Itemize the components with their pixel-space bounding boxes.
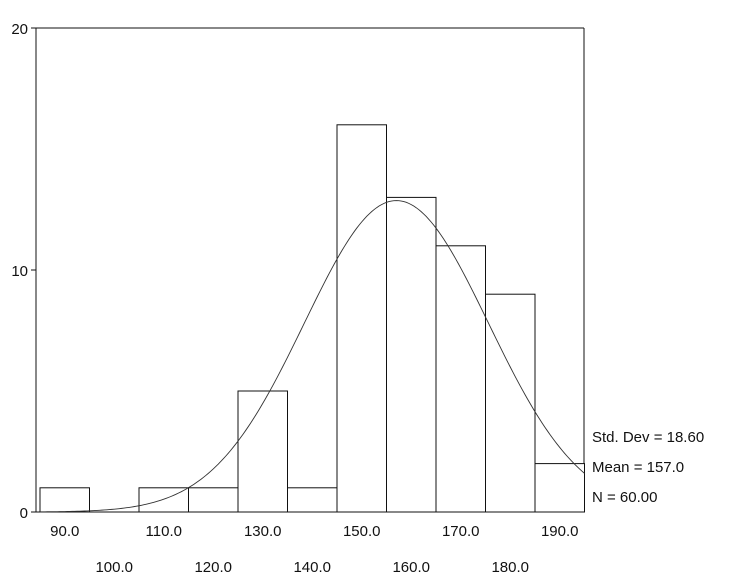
y-tick-label: 20 xyxy=(11,21,28,38)
histogram-bar xyxy=(336,124,387,513)
x-tick-label: 190.0 xyxy=(541,523,579,540)
x-tick-label: 110.0 xyxy=(146,523,182,540)
x-tick-label: 100.0 xyxy=(95,559,133,576)
x-tick-label: 90.0 xyxy=(50,523,79,540)
normal-curve xyxy=(39,200,585,513)
mean-label: Mean = 157.0 xyxy=(592,459,684,476)
y-axis-ticks: 0 10 20 xyxy=(11,21,36,522)
x-tick-label: 120.0 xyxy=(194,559,232,576)
x-tick-label: 160.0 xyxy=(392,559,430,576)
histogram-bar xyxy=(386,196,437,513)
x-tick-label: 130.0 xyxy=(244,523,282,540)
histogram-bars xyxy=(39,124,585,513)
x-tick-label: 140.0 xyxy=(293,559,331,576)
histogram-bar xyxy=(435,245,486,513)
n-label: N = 60.00 xyxy=(592,489,657,506)
y-tick-label: 10 xyxy=(11,263,28,280)
histogram-bar xyxy=(534,463,585,513)
histogram-bar xyxy=(287,487,338,513)
x-axis-ticks: 90.0 100.0 110.0 120.0 130.0 140.0 150.0 160.0 1… xyxy=(50,523,578,576)
x-tick-label: 150.0 xyxy=(343,523,381,540)
normal-curve-layer xyxy=(39,200,585,513)
histogram-bar xyxy=(237,390,288,513)
histogram-bar xyxy=(188,487,239,513)
y-tick-label: 0 xyxy=(20,505,28,522)
x-tick-label: 180.0 xyxy=(491,559,529,576)
x-tick-label: 170.0 xyxy=(442,523,480,540)
std-dev-label: Std. Dev = 18.60 xyxy=(592,429,704,446)
summary-stats: Std. Dev = 18.60 Mean = 157.0 N = 60.00 xyxy=(592,429,704,506)
histogram-bar xyxy=(485,293,536,513)
histogram-bar xyxy=(39,487,90,513)
